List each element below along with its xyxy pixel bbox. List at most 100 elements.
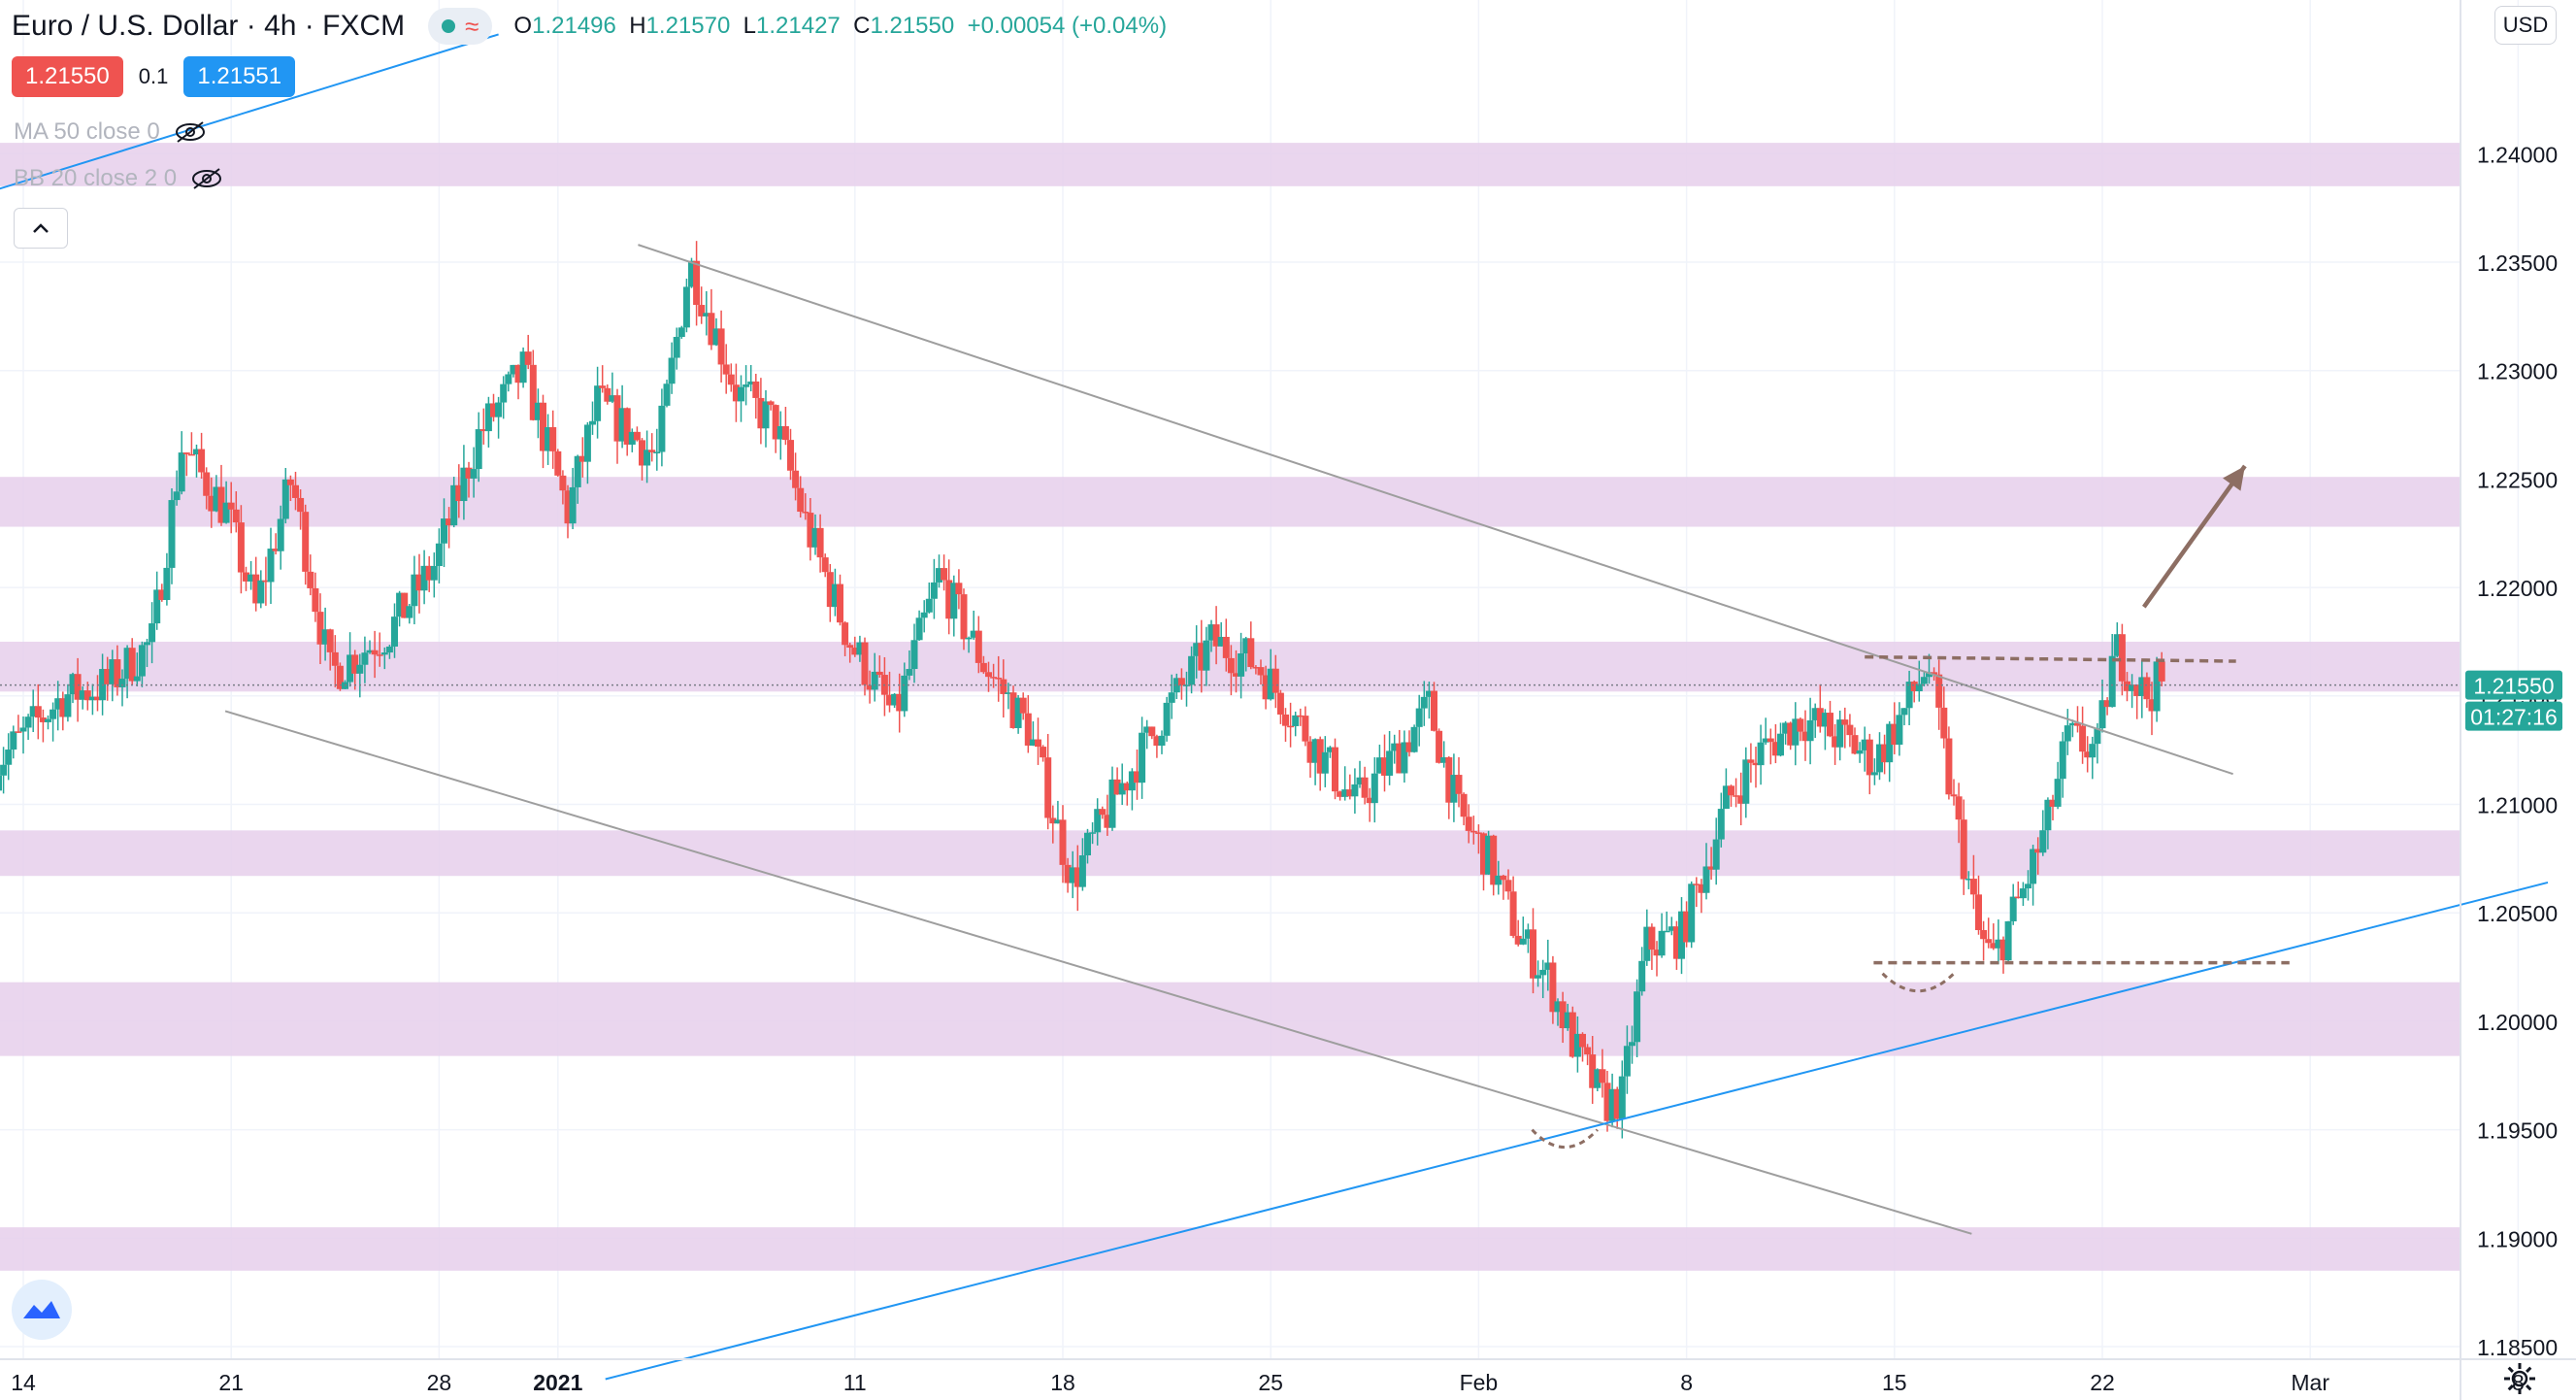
candle-body xyxy=(1530,929,1536,979)
candle-body xyxy=(1287,725,1295,728)
candle-body xyxy=(995,677,1003,680)
symbol-title[interactable]: Euro / U.S. Dollar · 4h · FXCM xyxy=(12,10,406,42)
candle-body xyxy=(1391,743,1399,751)
candle-body xyxy=(1573,1033,1581,1057)
candle-body xyxy=(960,594,968,640)
candle-body xyxy=(94,696,101,701)
candle-body xyxy=(1728,785,1734,796)
candle-body xyxy=(1396,743,1404,774)
candle-body xyxy=(366,650,374,653)
candle-body xyxy=(1866,739,1873,776)
candle-body xyxy=(430,566,438,581)
candle-body xyxy=(1638,960,1646,992)
hidden-eye-icon[interactable] xyxy=(174,120,207,144)
candle-body xyxy=(529,364,537,420)
candle-body xyxy=(1480,833,1487,875)
candle-body xyxy=(297,497,305,513)
candle-body xyxy=(792,470,800,488)
candle-body xyxy=(910,640,918,670)
candle-body xyxy=(738,386,744,402)
candle-body xyxy=(1405,742,1413,752)
candle-body xyxy=(1821,713,1829,727)
indicator-ma[interactable]: MA 50 close 0 xyxy=(14,118,207,146)
hidden-eye-icon[interactable] xyxy=(190,167,223,190)
candle-body xyxy=(1252,667,1260,669)
candle-body xyxy=(1594,1069,1602,1088)
candle-body xyxy=(2089,744,2097,758)
candle-body xyxy=(1643,926,1651,961)
candle-body xyxy=(5,750,13,765)
candle-body xyxy=(1203,640,1210,671)
current-price-label: 1.21550 xyxy=(2473,674,2554,699)
candle-body xyxy=(1683,911,1691,943)
price-tick-label: 1.24000 xyxy=(2477,142,2558,167)
candle-body xyxy=(1425,690,1433,697)
candle-body xyxy=(1183,684,1190,686)
candle-body xyxy=(668,357,676,384)
candle-body xyxy=(1311,739,1319,763)
candle-body xyxy=(1698,883,1705,893)
candle-body xyxy=(2124,681,2130,691)
candle-body xyxy=(1618,1076,1626,1119)
candle-body xyxy=(59,698,67,717)
candle-body xyxy=(1797,718,1804,732)
candle-body xyxy=(118,679,126,687)
currency-button[interactable]: USD xyxy=(2494,6,2557,45)
candle-body xyxy=(658,405,666,452)
candle-body xyxy=(1678,911,1685,959)
candle-body xyxy=(1193,643,1201,656)
candle-body xyxy=(1276,692,1284,715)
candle-body xyxy=(1811,708,1819,720)
candle-body xyxy=(1460,793,1468,817)
candle-body xyxy=(1485,835,1493,875)
candle-body xyxy=(415,574,423,591)
candle-body xyxy=(411,574,418,607)
candle-body xyxy=(2129,684,2136,691)
candle-body xyxy=(1099,809,1106,816)
candle-body xyxy=(455,484,463,502)
candle-body xyxy=(663,383,671,406)
candle-body xyxy=(965,637,973,640)
current-price-badge xyxy=(2465,670,2562,700)
candle-body xyxy=(703,313,710,317)
candle-body xyxy=(1009,692,1017,728)
market-status-pill[interactable]: ≈ xyxy=(428,8,493,45)
time-tick-label: 11 xyxy=(843,1370,867,1395)
settings-gear-icon[interactable] xyxy=(2502,1361,2537,1396)
candle-body xyxy=(1702,866,1710,893)
candle-body xyxy=(267,549,275,583)
indicator-bb[interactable]: BB 20 close 2 0 xyxy=(14,165,223,192)
candle-body xyxy=(1801,731,1809,742)
candle-body xyxy=(1332,747,1338,792)
ohlc-values: O1.21496 H1.21570 L1.21427 C1.21550 +0.0… xyxy=(513,13,1168,39)
candle-body xyxy=(208,495,215,512)
candle-body xyxy=(837,583,843,623)
candle-body xyxy=(1648,926,1656,950)
candle-body xyxy=(1752,762,1760,766)
candle-body xyxy=(1559,1001,1567,1029)
candle-body xyxy=(54,698,62,710)
collapse-legend-button[interactable] xyxy=(14,208,68,249)
candle-body xyxy=(1707,866,1715,870)
candle-body xyxy=(1832,736,1839,748)
candle-body xyxy=(257,580,265,604)
candle-body xyxy=(1198,643,1205,671)
candle-body xyxy=(1634,991,1641,1043)
candle-body xyxy=(578,455,586,462)
bottom-arc xyxy=(1531,1128,1599,1150)
candle-body xyxy=(816,527,824,558)
candle-body xyxy=(83,690,91,701)
candle-body xyxy=(396,592,404,617)
candle-body xyxy=(292,484,299,498)
sell-button[interactable]: 1.21550 xyxy=(12,56,123,97)
tradingview-logo-icon[interactable] xyxy=(12,1280,72,1340)
candle-body xyxy=(990,677,998,679)
candle-body xyxy=(1945,738,1953,795)
candle-body xyxy=(336,665,344,689)
candle-body xyxy=(123,648,131,680)
candle-body xyxy=(1500,875,1507,881)
buy-button[interactable]: 1.21551 xyxy=(183,56,296,97)
candle-body xyxy=(1861,739,1868,750)
candle-body xyxy=(2103,700,2111,708)
